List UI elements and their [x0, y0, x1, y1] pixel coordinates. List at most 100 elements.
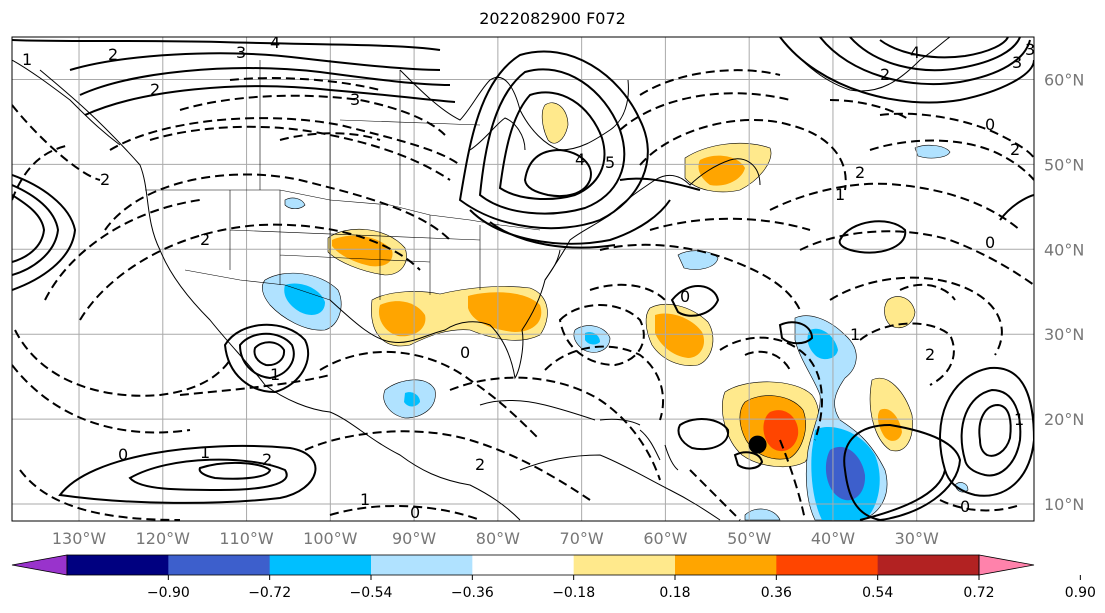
colorbar-segment [776, 555, 879, 575]
contour-solid [458, 50, 649, 230]
contour-dashed [829, 99, 911, 121]
contour-label: 5 [605, 153, 615, 172]
contour-label: 1 [835, 185, 845, 204]
contour-label: 2 [262, 450, 272, 469]
longitude-tick-label: 80°W [476, 529, 520, 548]
colorbar-extend-high [978, 554, 1035, 576]
contour-solid [733, 451, 764, 470]
contour-solid [677, 418, 730, 450]
contour-dashed [12, 364, 191, 434]
contour-solid [523, 148, 592, 198]
contour-solid [859, 469, 946, 521]
political-borders [145, 60, 541, 301]
contour-label: 2 [475, 455, 485, 474]
contour-label: 0 [460, 343, 470, 362]
contour-label: 4 [910, 43, 920, 62]
contour-solid [12, 194, 46, 263]
contour-dashed [799, 230, 1034, 286]
contour-label: 2 [855, 163, 865, 182]
contour-labels: 2 3 4 2 3 4 5 4 3 2 3 2 0 1 2 1 0 2 0 2 … [22, 37, 1034, 521]
contour-dashed [44, 199, 201, 301]
contour-solid [12, 184, 60, 276]
contour-dashed [79, 223, 421, 321]
longitude-tick-label: 70°W [560, 529, 604, 548]
contour-label: 1 [200, 443, 210, 462]
contour-label: 3 [350, 90, 360, 109]
latitude-tick-label: 30°N [1044, 325, 1084, 344]
map-gridlines [12, 37, 1034, 521]
colorbar-outline [66, 554, 980, 576]
latitude-tick-label: 10°N [1044, 495, 1084, 514]
latitude-tick-label: 40°N [1044, 240, 1084, 259]
contour-dashed [689, 469, 741, 521]
latitude-tick-label: 60°N [1044, 70, 1084, 89]
contour-dashed [12, 104, 101, 181]
contour-solid [879, 37, 1009, 59]
map-title: 2022082900 F072 [479, 9, 626, 28]
colorbar-label: −0.36 [451, 585, 494, 601]
contour-label: 2 [200, 230, 210, 249]
contour-dashed [744, 350, 791, 371]
contour-dashed [619, 92, 791, 131]
colorbar-label: 0.36 [761, 585, 792, 601]
contour-dashed [229, 77, 381, 91]
longitude-tick-label: 30°W [895, 529, 939, 548]
colorbar-label: −0.18 [552, 585, 595, 601]
positive-anomaly-light [541, 102, 569, 144]
contour-dashed [719, 336, 823, 441]
contour-dashed [279, 132, 381, 141]
contour-dashed [859, 322, 955, 386]
contour-label: 0 [118, 445, 128, 464]
positive-anomaly-medium [468, 292, 542, 332]
contour-solid [253, 341, 286, 367]
positive-anomaly-light [884, 296, 916, 329]
map-frame [11, 36, 1035, 522]
contour-label: 1 [1014, 410, 1024, 429]
negative-anomaly-light [744, 508, 781, 521]
contour-solid [849, 37, 1021, 72]
latitude-tick-labels: 60°N 50°N 40°N 30°N 20°N 10°N [1044, 70, 1084, 514]
contour-dashed [329, 504, 481, 521]
contour-dashed [879, 112, 1034, 159]
contour-solid [978, 403, 1012, 457]
contour-label: 1 [22, 50, 32, 69]
contour-label: 2 [925, 345, 935, 364]
contour-dashed [12, 144, 71, 201]
contour-dashed [179, 94, 446, 136]
contour-dashed [179, 374, 331, 396]
contour-label: 2 [880, 65, 890, 84]
contour-lines [12, 37, 1034, 521]
contour-label: 1 [850, 325, 860, 344]
contour-label: 0 [985, 115, 995, 134]
negative-anomaly-light [914, 144, 951, 159]
us-canada-border [145, 189, 541, 231]
contour-solid [69, 52, 441, 71]
contour-solid [779, 37, 1034, 104]
contour-dashed [449, 376, 661, 481]
contour-dashed [899, 283, 956, 301]
contour-dashed [939, 499, 1021, 512]
colorbar-segment [573, 555, 676, 575]
contour-dashed [829, 276, 1003, 356]
contour-dashed [304, 430, 591, 501]
contour-solid [619, 177, 701, 191]
us-gulf-coast [329, 249, 561, 380]
negative-anomaly-medium [807, 328, 838, 360]
us-mexico-border [184, 269, 331, 301]
longitude-tick-label: 130°W [52, 529, 107, 548]
contour-dashed [104, 173, 451, 241]
colorbar-label: 0.72 [963, 585, 994, 601]
colorbar-segment [371, 555, 473, 575]
contour-label: 2 [100, 170, 110, 189]
colorbar-segment [675, 555, 777, 575]
contour-label: 2 [1010, 140, 1020, 159]
colorbar-label: 0.54 [862, 585, 893, 601]
longitude-tick-label: 50°W [727, 529, 771, 548]
dashed-contours [12, 69, 1034, 521]
canada-provinces [259, 60, 481, 205]
positive-anomaly-strong [763, 410, 799, 452]
longitude-tick-label: 60°W [643, 529, 687, 548]
contour-solid [238, 332, 295, 380]
contour-dashed [869, 139, 1034, 181]
